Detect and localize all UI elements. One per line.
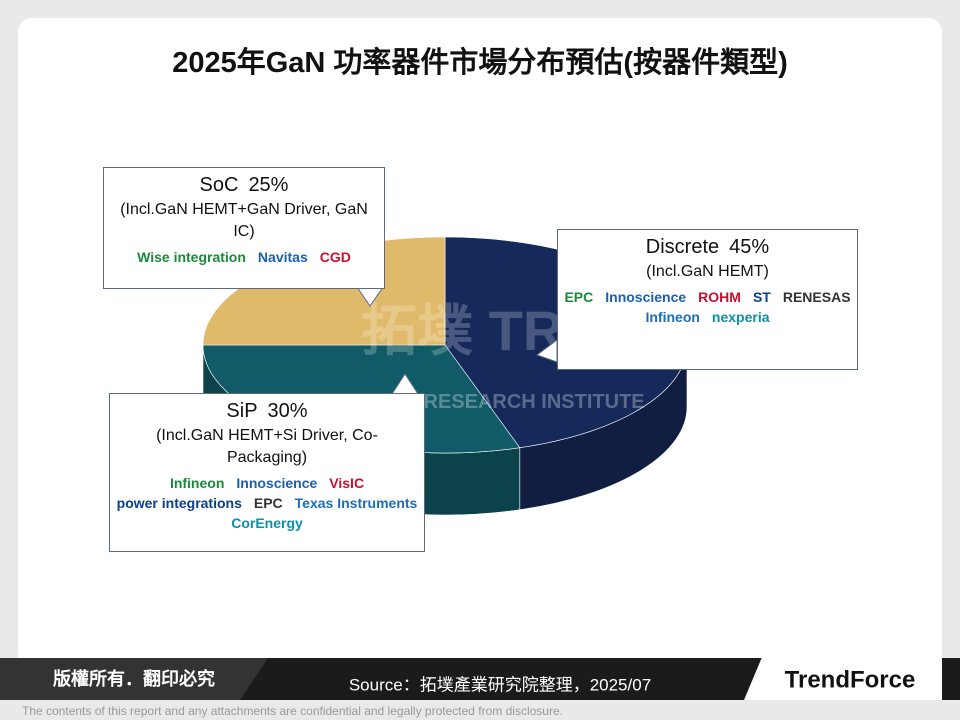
logo: CGD [319,249,351,265]
callout: SiP 30% (Incl.GaN HEMT+Si Driver, Co-Pack… [109,393,425,552]
value-label: 25% [248,174,289,196]
footer-disclaimer: The contents of this report and any atta… [22,704,563,718]
logo: ROHM [698,289,741,305]
logo: EPC [253,495,283,511]
logo: Navitas [257,249,308,265]
logo: Wise integration [137,249,246,265]
logo-row: EPC Innoscience ROHM ST RENESAS Infineon nexpe… [558,289,857,325]
footer-rights: 版權所有．翻印必究 [53,668,215,689]
logo: Innoscience [605,289,687,305]
callout-desc: (Incl.GaN HEMT+GaN Driver, GaN IC) [120,201,368,240]
footer-brand-bg [744,638,942,700]
value-label: 45% [729,236,770,258]
callout-head: SoC 25% [104,174,384,197]
category-label: SiP [226,400,258,422]
value-label: 30% [267,400,308,422]
callout-desc: (Incl.GaN HEMT+Si Driver, Co-Packaging) [156,427,378,466]
logo: Infineon [169,475,225,491]
logo: VisIC [329,475,365,491]
logo-row: Infineon Innoscience VisIC power integratio… [110,475,424,531]
logo: CorEnergy [231,515,303,531]
callout: Discrete 45% (Incl.GaN HEMT) EPC Innoscienc… [557,229,858,370]
footer-brand: TrendForce [785,666,916,693]
footer-source: Source：拓墣產業研究院整理，2025/07 [349,675,651,694]
logo: nexperia [711,309,770,325]
category-label: SoC [199,174,239,196]
logo: EPC [564,289,594,305]
callout-desc: (Incl.GaN HEMT) [646,263,769,280]
callout-head: SiP 30% [110,400,424,423]
logo: Infineon [645,309,700,325]
category-label: Discrete [645,236,720,258]
logo: ST [752,289,771,305]
callout-head: Discrete 45% [558,236,857,259]
logo: RENESAS [782,289,851,305]
logo-row: Wise integration Navitas CGD [104,249,384,265]
logo: Texas Instruments [294,495,418,511]
logo: power integrations [116,495,242,511]
footer-left [0,658,268,700]
callout: SoC 25% (Incl.GaN HEMT+GaN Driver, GaN IC… [103,167,385,289]
logo: Innoscience [236,475,318,491]
chart-title: 2025年GaN 功率器件市場分布預估(按器件類型) [172,45,788,79]
